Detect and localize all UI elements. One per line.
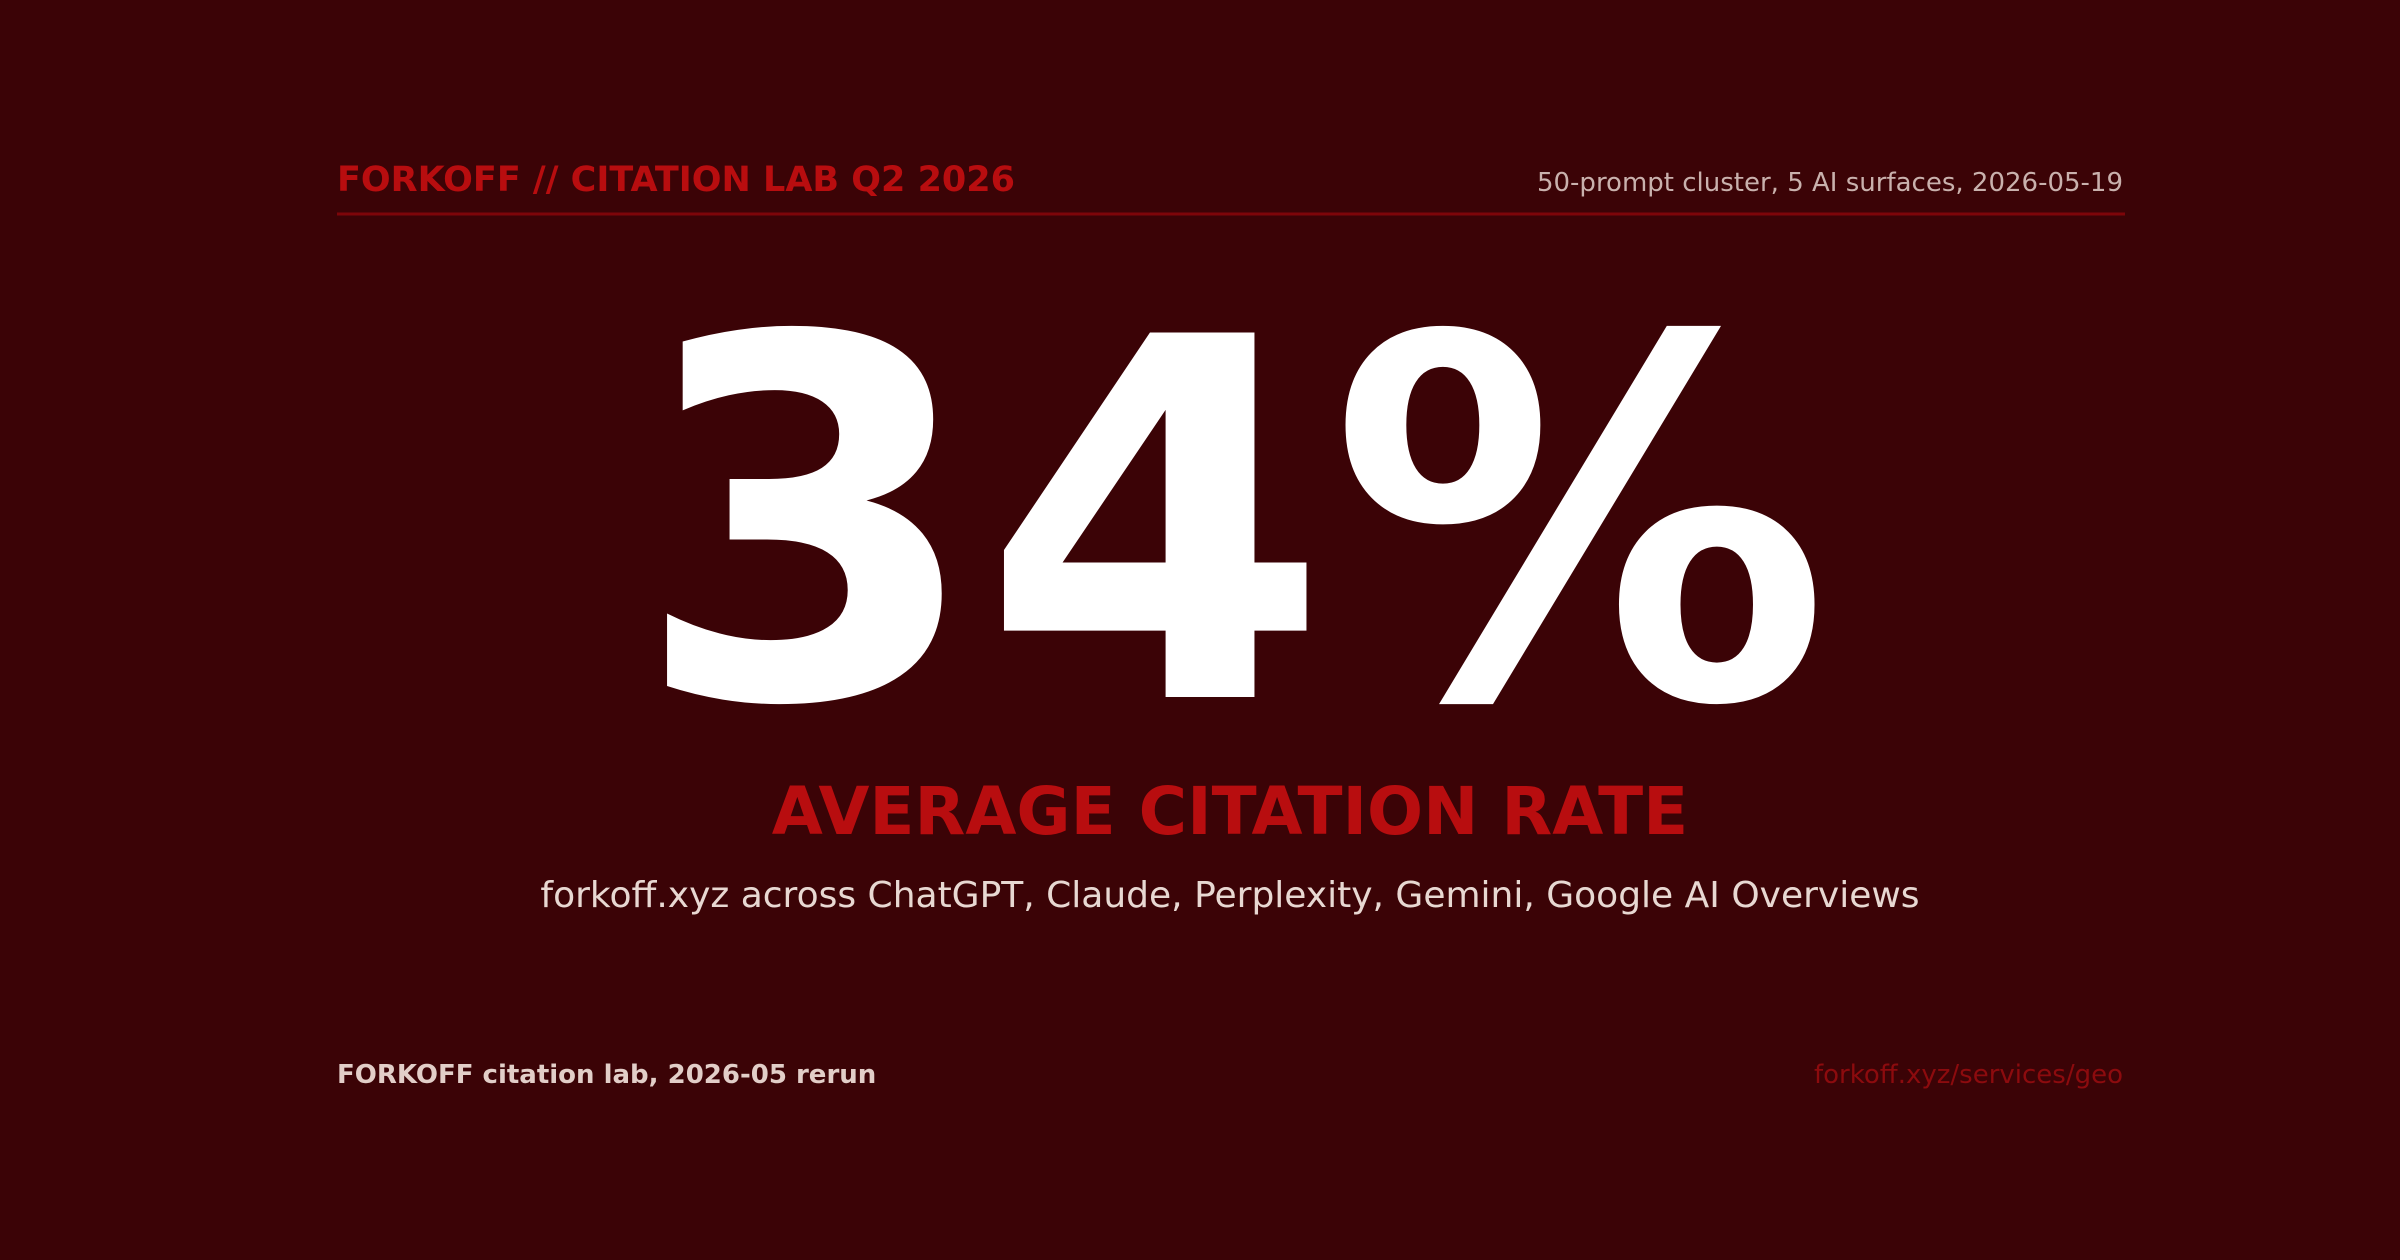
stat-value: 34% <box>634 233 1831 815</box>
brand: FORKOFF // CITATION LAB Q2 2026 <box>337 160 1015 200</box>
stat-label: AVERAGE CITATION RATE <box>772 773 1689 850</box>
footer-left: FORKOFF citation lab, 2026-05 rerun <box>337 1060 876 1090</box>
meta: 50-prompt cluster, 5 AI surfaces, 2026-0… <box>1537 168 2123 198</box>
footer-right: forkoff.xyz/services/geo <box>1814 1060 2123 1090</box>
stat-description: forkoff.xyz across ChatGPT, Claude, Perp… <box>540 875 1919 916</box>
